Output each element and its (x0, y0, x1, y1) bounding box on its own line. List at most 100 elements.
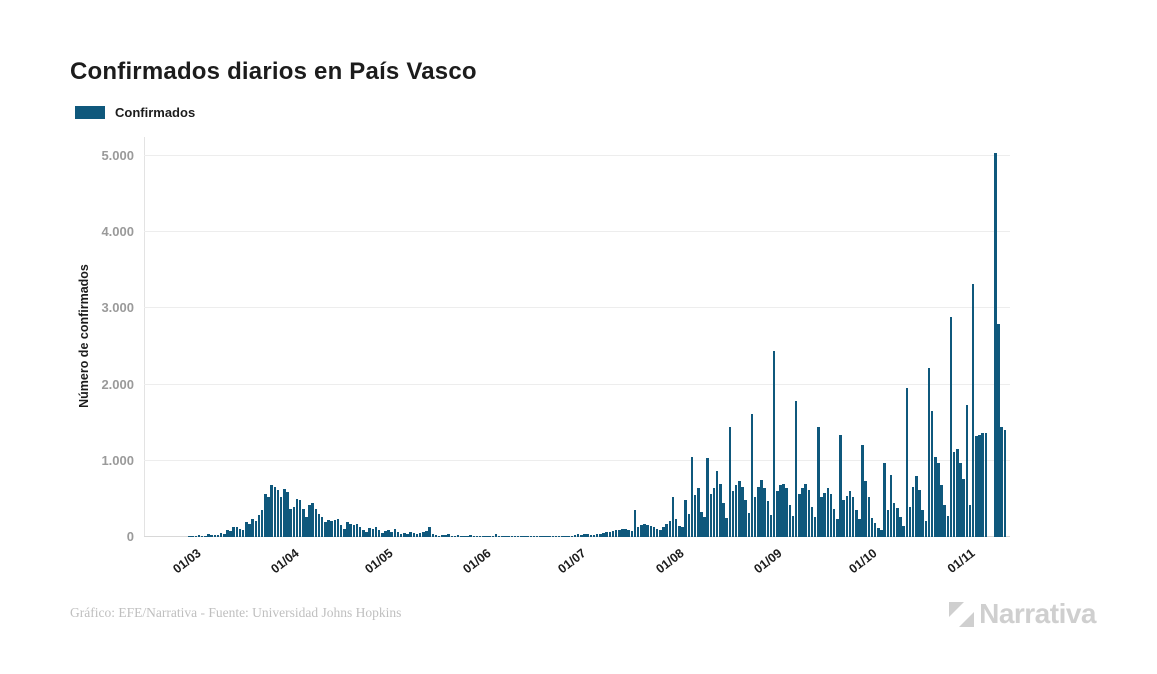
bar (406, 534, 409, 537)
bar (257, 515, 261, 537)
bar (832, 508, 836, 537)
bar (959, 463, 962, 537)
bar (971, 284, 975, 537)
bar (504, 536, 507, 537)
bar (943, 505, 946, 537)
bar (997, 324, 1000, 537)
bar (444, 535, 447, 537)
bar (415, 534, 419, 537)
bar (930, 411, 934, 537)
bar (564, 536, 567, 537)
bar (643, 523, 646, 537)
bar (908, 506, 912, 537)
x-tick-label: 01/03 (169, 546, 204, 577)
bar (520, 536, 523, 537)
bar (867, 496, 871, 537)
bar (829, 494, 833, 537)
bar (674, 518, 678, 537)
bar (589, 534, 593, 537)
bar (978, 434, 981, 537)
bar (529, 536, 533, 537)
y-tick-label: 4.000 (101, 224, 134, 240)
bar (946, 515, 950, 537)
bar (507, 536, 510, 537)
bar (813, 517, 817, 537)
bar (968, 505, 972, 537)
bar (330, 521, 333, 537)
bar (899, 517, 902, 537)
bar (223, 533, 226, 537)
bar (633, 510, 637, 537)
bar (469, 535, 472, 537)
bar (744, 500, 747, 537)
bar (605, 532, 608, 537)
bar (706, 458, 709, 537)
bar (747, 512, 751, 537)
bar (551, 536, 555, 537)
bar (491, 536, 495, 537)
x-tick-label: 01/10 (846, 546, 880, 577)
bar (788, 505, 792, 537)
bar (333, 520, 337, 537)
bar (602, 532, 605, 537)
y-tick-label: 3.000 (101, 300, 134, 316)
bar (826, 488, 830, 537)
bar (365, 531, 368, 537)
bar (463, 536, 466, 537)
bar (327, 520, 330, 537)
bar (434, 535, 438, 537)
bar (851, 497, 855, 537)
bar (561, 536, 564, 537)
bar (314, 508, 318, 537)
bar (289, 508, 292, 537)
bar (270, 485, 273, 537)
bar (570, 536, 574, 537)
bar (573, 535, 577, 537)
bar (927, 367, 931, 537)
bar (687, 514, 691, 537)
bar (358, 526, 362, 537)
bar (1003, 429, 1007, 537)
bar (488, 536, 491, 537)
bar (548, 536, 551, 537)
bar (482, 536, 485, 537)
bar (535, 536, 539, 537)
bar (368, 527, 371, 537)
bar (836, 518, 839, 537)
x-tick-label: 01/09 (751, 546, 785, 577)
bar (238, 528, 242, 537)
y-tick-label: 1.000 (101, 452, 134, 468)
bar (965, 404, 969, 537)
bar (219, 532, 223, 537)
gridline (144, 459, 1010, 461)
bar (873, 522, 877, 537)
bar (251, 518, 254, 537)
y-tick-label: 2.000 (101, 376, 134, 392)
bar (858, 519, 861, 537)
bar (823, 492, 826, 537)
bar (681, 527, 684, 537)
x-tick-label: 01/08 (653, 546, 687, 577)
bar (725, 517, 728, 537)
bar (216, 534, 220, 537)
bar (248, 523, 251, 537)
bar (984, 432, 988, 537)
bar (346, 522, 349, 537)
bar (807, 489, 811, 537)
bar (381, 532, 384, 537)
bar (962, 479, 965, 537)
bar (896, 508, 899, 537)
bar (766, 501, 770, 537)
bar (772, 351, 776, 537)
source-credit: Gráfico: EFE/Narrativa - Fuente: Univers… (70, 605, 402, 620)
bar (741, 487, 744, 537)
bar (652, 527, 656, 537)
bar (431, 534, 435, 537)
bar (478, 536, 482, 537)
bar (460, 536, 463, 537)
bar (671, 497, 675, 537)
bar (750, 413, 754, 537)
bar (861, 444, 864, 537)
bar (981, 433, 984, 537)
